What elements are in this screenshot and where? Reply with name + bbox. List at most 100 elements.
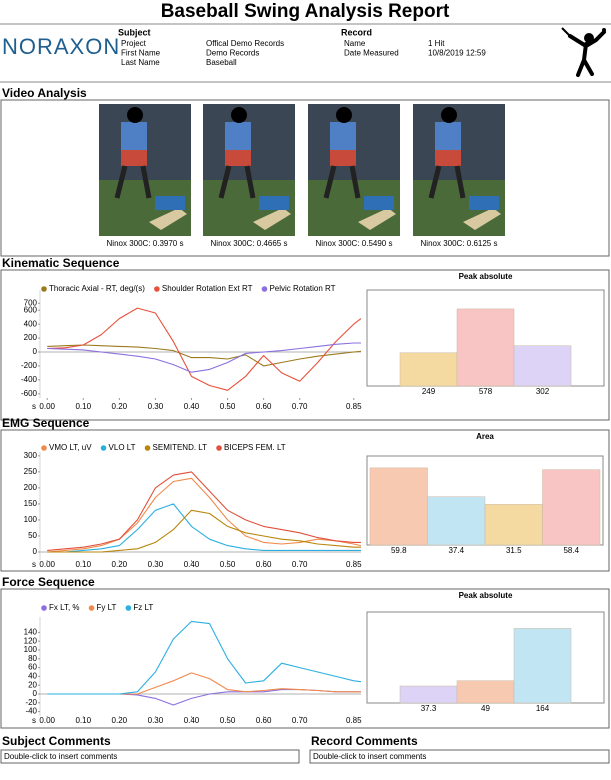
x-tick-label: 0.30 bbox=[148, 560, 164, 569]
x-tick-label: 0.00 bbox=[39, 402, 55, 411]
batter-shirt bbox=[330, 122, 356, 152]
home-plate bbox=[149, 208, 187, 230]
subject-heading: Subject bbox=[118, 27, 151, 37]
bar-value-label: 302 bbox=[536, 387, 550, 396]
y-tick-label: 700 bbox=[24, 298, 38, 307]
legend-label: SEMITEND. LT bbox=[153, 443, 208, 452]
series-line bbox=[47, 307, 362, 391]
x-tick-label: 0.30 bbox=[148, 402, 164, 411]
bar-value-label: 249 bbox=[422, 387, 436, 396]
x-tick-label: 0.40 bbox=[184, 402, 200, 411]
x-tick-label: 0.20 bbox=[112, 716, 128, 725]
series-line bbox=[47, 477, 362, 553]
x-tick-label: 0.85 bbox=[346, 402, 362, 411]
home-plate bbox=[358, 208, 396, 230]
series-line bbox=[47, 689, 361, 706]
batter-legs bbox=[323, 165, 361, 199]
x-tick-label: 0.40 bbox=[184, 560, 200, 569]
legend-swatch bbox=[41, 445, 47, 451]
bar-title: Peak absolute bbox=[459, 272, 513, 281]
x-tick-label: 0.70 bbox=[292, 560, 308, 569]
field-label: Name bbox=[344, 39, 366, 48]
field-value: Offical Demo Records bbox=[206, 39, 284, 48]
comments-heading: Record Comments bbox=[311, 734, 418, 748]
bar-value-label: 59.8 bbox=[391, 546, 407, 555]
section-box bbox=[0, 269, 610, 421]
y-tick-label: 200 bbox=[24, 483, 38, 492]
batter-shirt bbox=[435, 122, 461, 152]
section-heading: EMG Sequence bbox=[2, 416, 90, 430]
legend-label: Shoulder Rotation Ext RT bbox=[162, 284, 253, 293]
field-value: Baseball bbox=[206, 58, 237, 67]
y-tick-label: 150 bbox=[24, 499, 38, 508]
x-tick-label: 0.00 bbox=[39, 560, 55, 569]
bar-value-label: 58.4 bbox=[563, 546, 579, 555]
batter-legs bbox=[218, 165, 256, 199]
bar-value-label: 31.5 bbox=[506, 546, 522, 555]
series-line bbox=[47, 509, 361, 553]
bar-value-label: 164 bbox=[536, 704, 550, 713]
batter-shorts bbox=[121, 150, 147, 166]
x-tick-label: 0.70 bbox=[292, 402, 308, 411]
x-axis-label: s bbox=[32, 716, 36, 725]
bar bbox=[399, 352, 458, 387]
bar bbox=[456, 680, 515, 704]
y-tick-label: 0 bbox=[33, 347, 38, 356]
y-tick-label: 80 bbox=[28, 654, 37, 663]
y-tick-label: 200 bbox=[24, 333, 38, 342]
bar bbox=[456, 308, 515, 387]
video-caption: Ninox 300C: 0.6125 s bbox=[421, 239, 498, 248]
record-heading: Record bbox=[341, 27, 372, 37]
y-tick-label: 250 bbox=[24, 467, 38, 476]
y-tick-label: -40 bbox=[25, 707, 37, 716]
series-line bbox=[47, 471, 361, 551]
comment-box[interactable] bbox=[0, 749, 300, 764]
y-tick-label: 50 bbox=[28, 531, 37, 540]
batter-shirt bbox=[121, 122, 147, 152]
video-caption: Ninox 300C: 0.3970 s bbox=[107, 239, 184, 248]
legend-swatch bbox=[154, 286, 160, 292]
x-tick-label: 0.10 bbox=[75, 716, 91, 725]
video-frame bbox=[308, 104, 400, 236]
x-tick-label: 0.00 bbox=[39, 716, 55, 725]
legend-label: Fx LT, % bbox=[49, 603, 80, 612]
x-tick-label: 0.50 bbox=[220, 402, 236, 411]
bar bbox=[513, 345, 572, 387]
comment-placeholder: Double-click to insert comments bbox=[313, 752, 426, 761]
series-line bbox=[47, 344, 362, 367]
field-label: Date Measured bbox=[344, 49, 399, 58]
x-axis-label: s bbox=[32, 402, 36, 411]
legend-label: Fz LT bbox=[133, 603, 153, 612]
video-box bbox=[0, 99, 610, 257]
bar bbox=[369, 467, 428, 546]
comment-box[interactable] bbox=[309, 749, 610, 764]
x-tick-label: 0.85 bbox=[346, 716, 362, 725]
legend-label: VMO LT, uV bbox=[49, 443, 92, 452]
video-frame bbox=[413, 104, 505, 236]
x-tick-label: 0.20 bbox=[112, 560, 128, 569]
section-heading: Video Analysis bbox=[2, 86, 87, 100]
batter-icon bbox=[561, 27, 606, 77]
legend-swatch bbox=[41, 286, 47, 292]
face-cover bbox=[231, 107, 247, 123]
x-tick-label: 0.85 bbox=[346, 560, 362, 569]
section-box bbox=[0, 429, 610, 572]
y-tick-label: 300 bbox=[24, 451, 38, 460]
y-tick-label: 100 bbox=[24, 645, 38, 654]
bar bbox=[542, 469, 601, 546]
y-tick-label: 0 bbox=[33, 689, 38, 698]
video-frame bbox=[99, 104, 191, 236]
comments-heading: Subject Comments bbox=[2, 734, 111, 748]
legend-label: Fy LT bbox=[97, 603, 117, 612]
report-title: Baseball Swing Analysis Report bbox=[161, 1, 450, 22]
video-frame bbox=[203, 104, 295, 236]
legend-swatch bbox=[125, 605, 132, 611]
y-tick-label: 600 bbox=[24, 305, 38, 314]
batter-legs bbox=[114, 165, 152, 199]
bar-title: Peak absolute bbox=[459, 591, 513, 600]
series-line bbox=[47, 620, 362, 695]
legend-swatch bbox=[144, 445, 151, 451]
legend-swatch bbox=[216, 445, 222, 451]
legend-label: Thoracic Axial - RT, deg/(s) bbox=[49, 284, 145, 293]
